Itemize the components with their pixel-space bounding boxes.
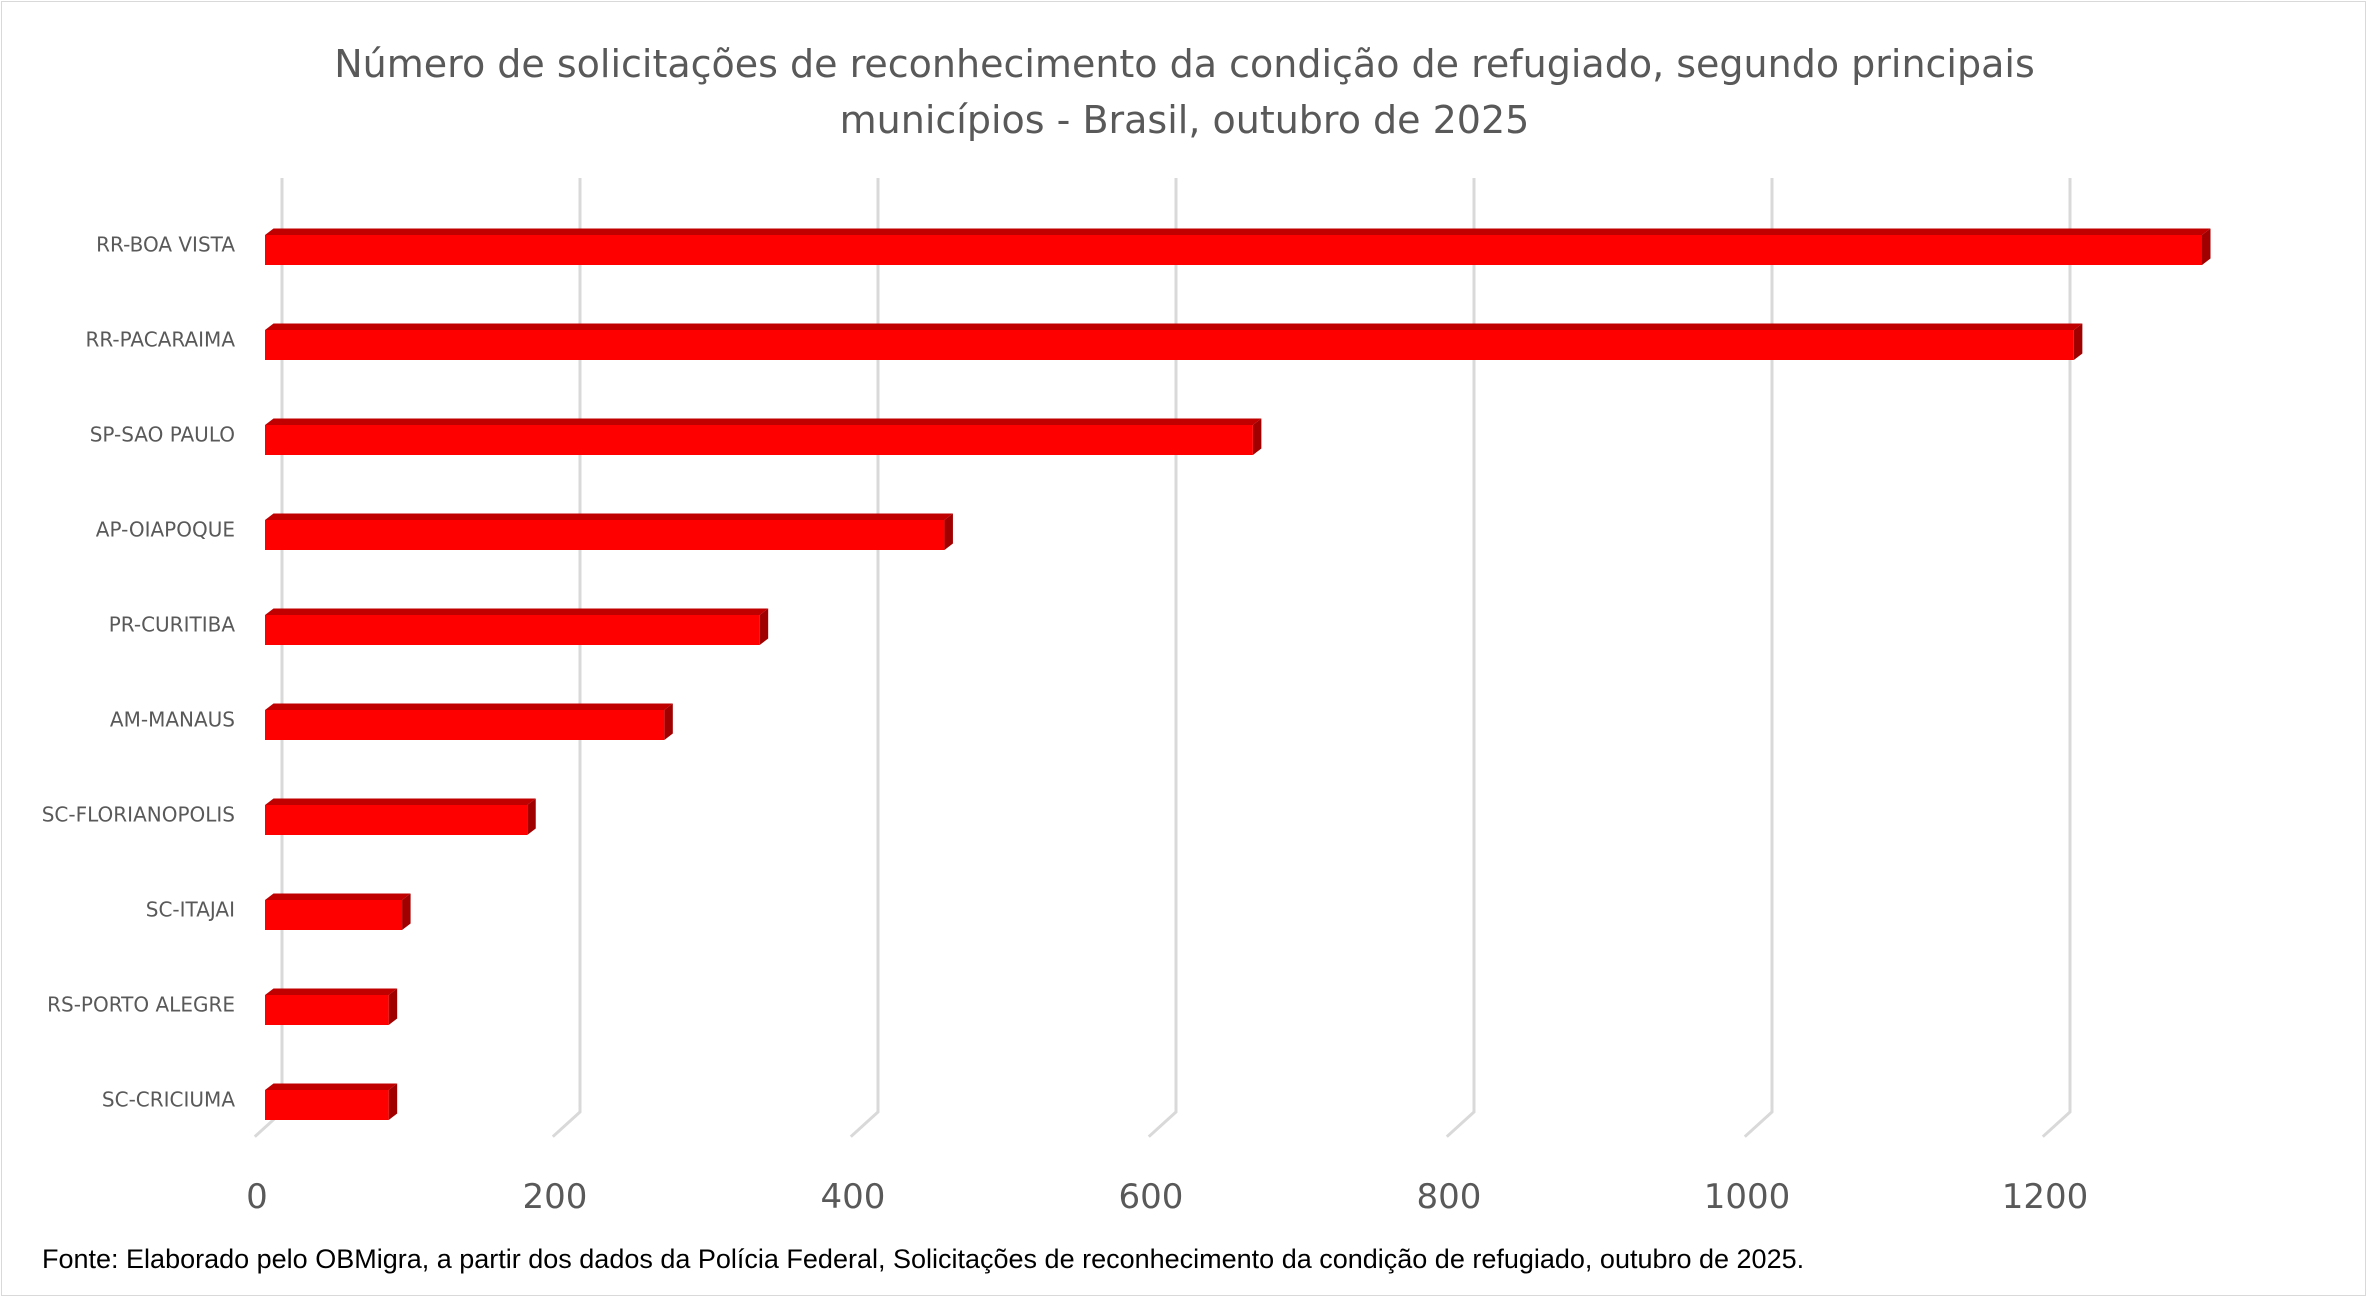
bar — [265, 1090, 389, 1120]
gridline — [551, 178, 582, 1138]
category-label: AM-MANAUS — [110, 708, 235, 732]
bar-side-face — [2073, 323, 2083, 360]
bar — [265, 805, 528, 835]
bar-top-face — [265, 798, 536, 805]
x-tick-label: 1000 — [1704, 1177, 1791, 1217]
bar-top-face — [265, 1083, 398, 1090]
bar-side-face — [2202, 228, 2211, 265]
bar-top-face — [265, 703, 673, 710]
bar — [265, 235, 2202, 265]
category-label: SP-SAO PAULO — [90, 423, 235, 447]
category-label: AP-OIAPOQUE — [96, 518, 235, 542]
bar — [265, 330, 2074, 360]
chart-title: Número de solicitações de reconhecimento… — [0, 36, 2369, 148]
bar — [265, 995, 389, 1025]
bar-top-face — [265, 513, 953, 520]
gridline — [1147, 178, 1178, 1138]
category-label: SC-FLORIANOPOLIS — [42, 803, 235, 827]
category-label: SC-ITAJAI — [146, 898, 235, 922]
bar-side-face — [388, 988, 398, 1025]
source-note: Fonte: Elaborado pelo OBMigra, a partir … — [42, 1244, 1805, 1274]
x-tick-label: 200 — [523, 1177, 588, 1217]
category-label: RR-PACARAIMA — [85, 328, 235, 352]
bar — [265, 900, 403, 930]
bar-side-face — [664, 703, 673, 740]
bar-top-face — [265, 893, 411, 900]
bar-top-face — [265, 608, 769, 615]
category-label: PR-CURITIBA — [109, 613, 236, 637]
x-tick-label: 600 — [1119, 1177, 1184, 1217]
bar-side-face — [527, 798, 536, 835]
bar — [265, 425, 1253, 455]
gridline — [2041, 178, 2072, 1138]
bar — [265, 520, 945, 550]
gridline — [849, 178, 880, 1138]
bar — [265, 615, 760, 645]
category-label: RR-BOA VISTA — [96, 233, 235, 257]
bar-side-face — [402, 893, 411, 930]
chart-title-line-2: municípios - Brasil, outubro de 2025 — [839, 98, 1530, 142]
category-label: RS-PORTO ALEGRE — [47, 993, 235, 1017]
x-tick-label: 0 — [246, 1177, 268, 1217]
bar-side-face — [944, 513, 953, 550]
bar-side-face — [759, 608, 769, 645]
x-tick-label: 800 — [1417, 1177, 1482, 1217]
bar-side-face — [1252, 418, 1262, 455]
category-label: SC-CRICIUMA — [102, 1088, 235, 1112]
bar-side-face — [388, 1083, 398, 1120]
x-tick-label: 400 — [821, 1177, 886, 1217]
chart-title-line-1: Número de solicitações de reconhecimento… — [334, 42, 2035, 86]
bar-top-face — [265, 228, 2211, 235]
bar-top-face — [265, 323, 2083, 330]
bar — [265, 710, 665, 740]
bar-top-face — [265, 988, 398, 995]
gridline — [1445, 178, 1476, 1138]
x-tick-label: 1200 — [2002, 1177, 2089, 1217]
bar-top-face — [265, 418, 1262, 425]
gridline — [1743, 178, 1774, 1138]
